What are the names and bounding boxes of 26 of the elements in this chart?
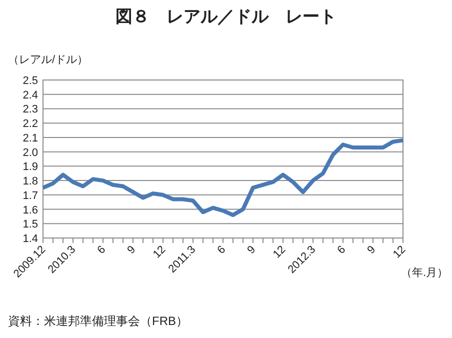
x-tick-label: 6 xyxy=(215,244,228,256)
x-tick-label: 9 xyxy=(245,244,258,256)
y-axis-title: （レアル/ドル） xyxy=(8,54,88,66)
x-tick-label: 6 xyxy=(335,244,348,256)
x-tick-label: 9 xyxy=(125,244,138,256)
y-tick-label: 1.5 xyxy=(22,218,38,231)
y-tick-label: 2.1 xyxy=(22,132,38,144)
x-tick-label: 9 xyxy=(365,244,378,256)
x-tick-label: 12 xyxy=(150,244,168,261)
y-tick-label: 1.6 xyxy=(22,204,38,216)
y-tick-label: 1.9 xyxy=(22,161,38,174)
x-axis-title: （年.月） xyxy=(400,267,448,279)
text: 資料：米連邦準備理事会（FRB） xyxy=(8,314,188,328)
y-tick-label: 1.7 xyxy=(22,190,38,202)
y-tick-label: 2.0 xyxy=(22,146,38,159)
x-tick-label: 12 xyxy=(270,244,288,261)
x-tick-label: 12 xyxy=(390,244,408,261)
line-series xyxy=(41,138,405,218)
y-tick-label: 2.3 xyxy=(22,104,38,116)
chart-title: 図８ レアル／ドル レート xyxy=(116,7,336,26)
y-tick-label: 2.2 xyxy=(22,118,38,130)
y-tick-label: 1.8 xyxy=(22,176,38,188)
y-tick-label: 2.5 xyxy=(22,75,38,87)
x-tick-label: 6 xyxy=(95,244,108,256)
y-tick-label: 2.4 xyxy=(22,89,38,102)
y-tick-label: 1.4 xyxy=(22,233,38,245)
